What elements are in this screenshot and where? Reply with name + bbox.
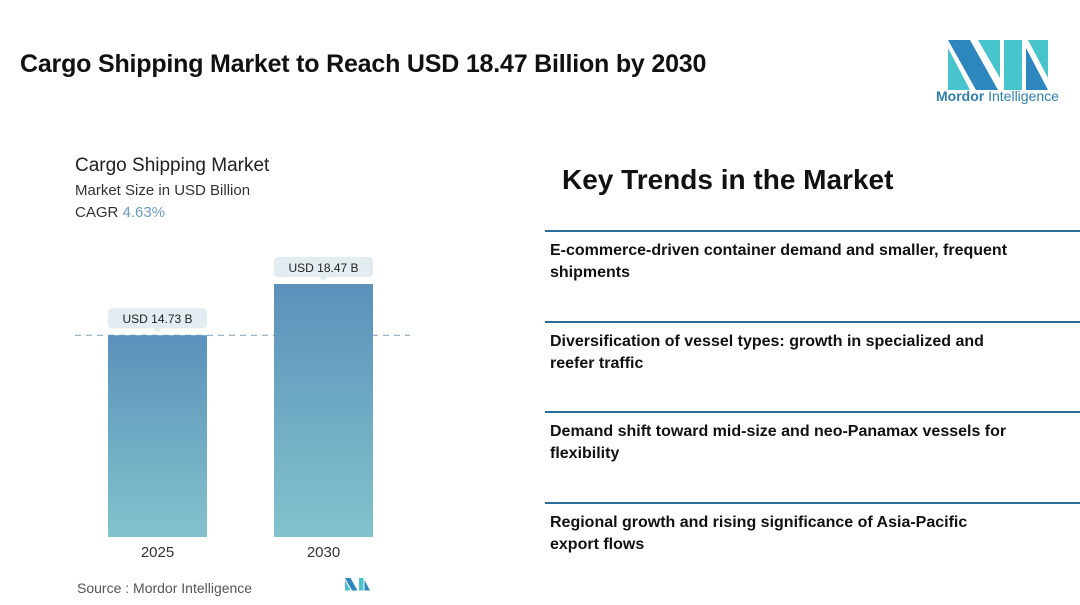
- chart-subtitle: Market Size in USD Billion: [75, 182, 251, 199]
- data-label-pointer: [153, 328, 162, 333]
- key-trends-title: Key Trends in the Market: [562, 164, 894, 195]
- data-label-bg: [274, 257, 373, 277]
- cagr: CAGR 4.63%: [75, 204, 165, 221]
- bar-2030: [274, 284, 373, 537]
- logo-suffix: Intelligence: [988, 88, 1059, 104]
- source: Source : Mordor Intelligence: [77, 580, 253, 596]
- trend-text: Diversification of vessel types: growth …: [550, 333, 984, 372]
- trend-text: E-commerce-driven container demand and s…: [550, 242, 1008, 281]
- trend-item: Diversification of vessel types: growth …: [545, 321, 1080, 375]
- trend-text: Regional growth and rising significance …: [550, 514, 968, 553]
- data-label: USD 14.73 B: [122, 312, 192, 326]
- trend-item: Demand shift toward mid-size and neo-Pan…: [545, 411, 1080, 465]
- trend-item: Regional growth and rising significance …: [545, 502, 1080, 556]
- logo-brand: Mordor: [936, 88, 985, 104]
- x-tick-label: 2030: [307, 544, 340, 561]
- data-label-bg: [108, 308, 207, 329]
- data-label: USD 18.47 B: [288, 261, 358, 275]
- mordor-logo-icon: [948, 40, 1048, 90]
- cagr-label: CAGR: [75, 204, 119, 221]
- trend-item: E-commerce-driven container demand and s…: [545, 230, 1080, 284]
- logo-text: Mordor Intelligence: [936, 88, 1059, 104]
- x-tick-label: 2025: [141, 544, 174, 561]
- bar-chart: USD 14.73 B 2025 USD 18.47 B 2030: [75, 257, 410, 561]
- trend-text: Demand shift toward mid-size and neo-Pan…: [550, 423, 1007, 462]
- chart-title: Cargo Shipping Market: [75, 155, 270, 176]
- cagr-value: 4.63%: [122, 204, 166, 221]
- mordor-small-logo-icon: [345, 578, 370, 591]
- bar-2025: [108, 335, 207, 537]
- page-title: Cargo Shipping Market to Reach USD 18.47…: [20, 50, 707, 78]
- data-label-pointer: [319, 277, 328, 281]
